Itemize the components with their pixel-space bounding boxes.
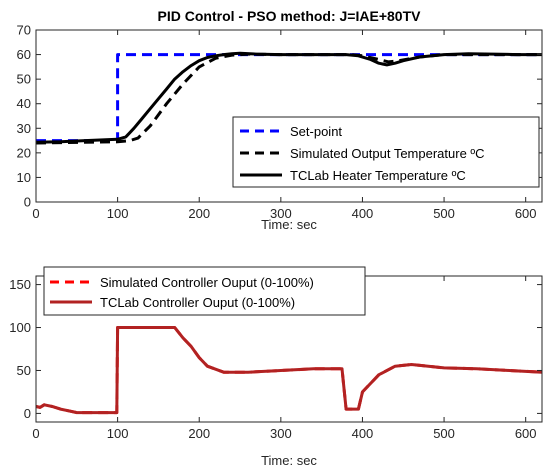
bottom-xtick-label: 500 bbox=[433, 426, 455, 441]
top-legend: Set-point Simulated Output Temperature º… bbox=[232, 116, 540, 188]
top-xtick-label: 0 bbox=[32, 206, 39, 221]
top-ytick-label: 30 bbox=[17, 121, 31, 136]
top-ytick-label: 10 bbox=[17, 170, 31, 185]
legend-label-tclab-heater: TCLab Heater Temperature ºC bbox=[290, 168, 466, 183]
top-xtick-label: 500 bbox=[433, 206, 455, 221]
top-legend-box bbox=[232, 116, 540, 188]
legend-label-simulated-controller: Simulated Controller Ouput (0-100%) bbox=[100, 275, 314, 290]
bottom-xtick-label: 100 bbox=[107, 426, 129, 441]
top-ytick-label: 40 bbox=[17, 96, 31, 111]
bottom-ytick-label: 150 bbox=[9, 277, 31, 292]
top-title: PID Control - PSO method: J=IAE+80TV bbox=[158, 8, 422, 24]
bottom-ytick-label: 100 bbox=[9, 320, 31, 335]
top-subplot: PID Control - PSO method: J=IAE+80TV 0 10… bbox=[17, 8, 543, 232]
bottom-ytick-label: 0 bbox=[24, 406, 31, 421]
top-ytick-label: 20 bbox=[17, 145, 31, 160]
top-xtick-label: 200 bbox=[188, 206, 210, 221]
top-xtick-label: 400 bbox=[352, 206, 374, 221]
bottom-xtick-label: 0 bbox=[32, 426, 39, 441]
top-ytick-label: 0 bbox=[24, 195, 31, 210]
bottom-series-tclab-controller-ouput-0-100 bbox=[36, 326, 542, 415]
bottom-ytick-label: 50 bbox=[17, 363, 31, 378]
top-xlabel: Time: sec bbox=[261, 217, 317, 232]
top-xtick-label: 600 bbox=[515, 206, 537, 221]
bottom-subplot: 0 100 200 300 400 500 600 0 50 100 150 Time: sec S… bbox=[9, 266, 543, 468]
bottom-xtick-label: 400 bbox=[352, 426, 374, 441]
top-ytick-label: 50 bbox=[17, 72, 31, 87]
bottom-legend-box bbox=[43, 266, 366, 316]
top-axes-box bbox=[35, 29, 543, 203]
legend-label-tclab-controller: TCLab Controller Ouput (0-100%) bbox=[100, 295, 295, 310]
bottom-xtick-label: 300 bbox=[270, 426, 292, 441]
legend-label-setpoint: Set-point bbox=[290, 124, 342, 139]
bottom-legend: Simulated Controller Ouput (0-100%) TCLa… bbox=[43, 266, 366, 316]
bottom-xlabel: Time: sec bbox=[261, 453, 317, 468]
top-xtick-label: 300 bbox=[270, 206, 292, 221]
top-ytick-label: 60 bbox=[17, 47, 31, 62]
top-ytick-label: 70 bbox=[17, 23, 31, 38]
top-xtick-label: 100 bbox=[107, 206, 129, 221]
bottom-xtick-label: 200 bbox=[188, 426, 210, 441]
legend-label-simulated-output: Simulated Output Temperature ºC bbox=[290, 146, 485, 161]
bottom-xtick-label: 600 bbox=[515, 426, 537, 441]
top-series-tclab-heater-temperature-c bbox=[36, 51, 542, 144]
